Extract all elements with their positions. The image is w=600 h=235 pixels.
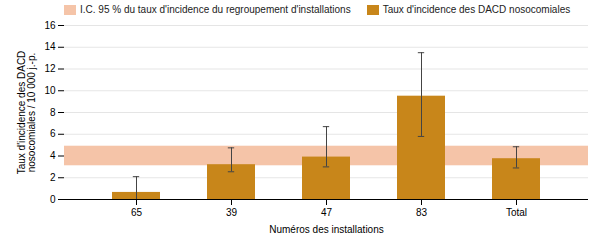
- svg-text:39: 39: [226, 207, 238, 218]
- html-text:Taux d'incidence des DACD noso: Taux d'incidence des DACD nosocomiales: [382, 4, 571, 15]
- svg-text:4: 4: [50, 150, 56, 161]
- svg-text:Numéros des installations: Numéros des installations: [269, 224, 384, 235]
- html-text:I.C. 95 % du taux d'incidence: I.C. 95 % du taux d'incidence du regroup…: [80, 4, 351, 15]
- svg-text:0: 0: [50, 194, 56, 205]
- svg-text:10: 10: [44, 85, 56, 96]
- svg-text:8: 8: [50, 107, 56, 118]
- svg-text:65: 65: [131, 207, 143, 218]
- svg-text:2: 2: [50, 172, 56, 183]
- svg-text:12: 12: [44, 63, 56, 74]
- svg-text:Total: Total: [506, 207, 527, 218]
- svg-text:83: 83: [416, 207, 428, 218]
- svg-text:16: 16: [44, 20, 56, 31]
- svg-text:14: 14: [44, 41, 56, 52]
- svg-text:47: 47: [321, 207, 333, 218]
- svg-text:6: 6: [50, 128, 56, 139]
- svg-text:Taux d'incidence des DACDnosoc: Taux d'incidence des DACDnosocomiales / …: [16, 51, 37, 175]
